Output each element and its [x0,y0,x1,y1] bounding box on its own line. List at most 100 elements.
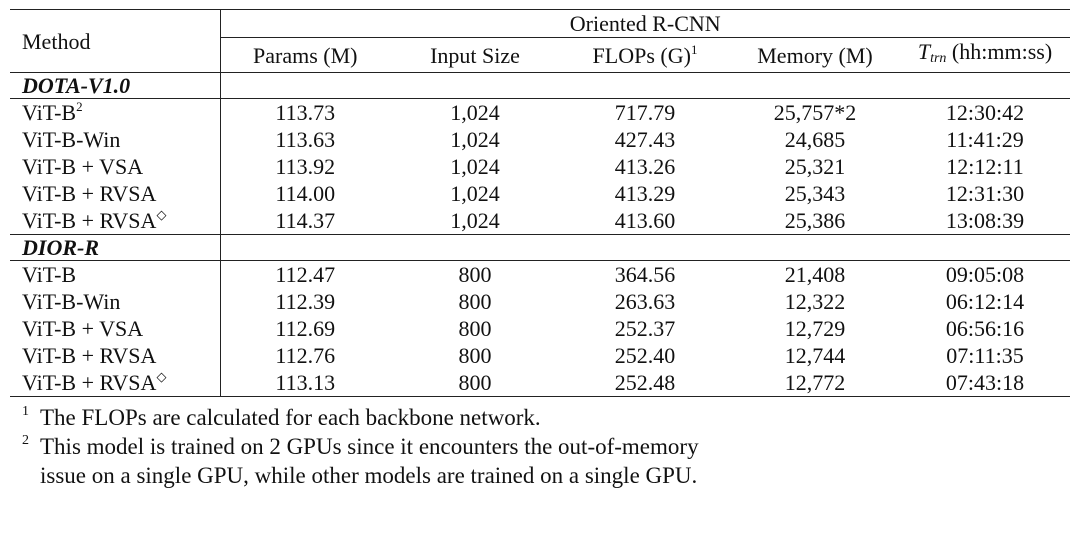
cell-method: ViT-B + VSA [10,315,221,342]
col-train-time-header: Ttrn (hh:mm:ss) [900,37,1070,73]
footnote-2-mark: 2 [22,433,29,448]
cell-input-size: 1,024 [450,127,500,152]
method-superscript: ◇ [156,369,167,384]
cell-flops: 427.43 [614,127,676,152]
cell-memory: 21,408 [730,260,900,288]
cell-flops: 252.40 [614,343,676,368]
method-name: ViT-B + RVSA [22,370,157,395]
table-row: ViT-B-Win 113.63 1,024 427.43 24,685 11:41:29 [10,126,1070,153]
method-name: ViT-B + RVSA [22,343,157,368]
footnote-1-line-1: The FLOPs are calculated for each backbo… [40,405,541,430]
cell-flops: 413.60 [614,208,676,233]
section-row: DIOR-R [10,234,1070,261]
cell-memory: 25,343 [784,181,846,206]
table-row: ViT-B2 113.73 1,024 717.79 25,757*2 12:30:42 [10,98,1070,126]
cell-train-time: 07:11:35 [946,343,1024,368]
flops-footnote-mark: 1 [690,41,698,57]
cell-memory: 12,729 [784,316,846,341]
cell-method: ViT-B + RVSA [10,180,221,207]
cell-memory: 24,685 [784,127,846,152]
section-row: DOTA-V1.0 [10,72,1070,99]
cell-input-size: 800 [390,260,560,288]
cell-params: 112.39 [275,289,336,314]
cell-input-size: 1,024 [390,98,560,126]
cell-train-time: 09:05:08 [900,260,1070,288]
cell-flops: 364.56 [560,260,730,288]
cell-params: 112.47 [220,260,390,288]
cell-flops: 413.29 [614,181,676,206]
cell-method: ViT-B + VSA [10,153,221,180]
cell-params: 113.92 [275,154,336,179]
results-table-figure: Method Oriented R-CNN Params (M) Input S… [10,9,1070,490]
cell-params: 113.13 [220,369,390,397]
cell-memory: 12,744 [784,343,846,368]
method-name: ViT-B [22,262,77,287]
cell-memory: 12,772 [730,369,900,397]
footnote-2-line-1: This model is trained on 2 GPUs since it… [40,434,699,459]
table-row: ViT-B + RVSA 112.76 800 252.40 12,744 07:11:3… [10,342,1070,369]
cell-input-size: 1,024 [450,154,500,179]
cell-train-time: 07:43:18 [900,369,1070,397]
table-row: ViT-B + VSA 113.92 1,024 413.26 25,321 12:12:… [10,153,1070,180]
cell-params: 113.73 [220,98,390,126]
cell-method: ViT-B-Win [10,288,221,315]
cell-input-size: 1,024 [450,208,500,233]
cell-train-time: 12:12:11 [946,154,1024,179]
cell-train-time: 11:41:29 [946,127,1024,152]
method-name: ViT-B + VSA [22,316,144,341]
method-name: ViT-B + RVSA [22,181,157,206]
table-row: ViT-B + RVSA◇ 113.13 800 252.48 12,772 07:43:… [10,369,1070,397]
cell-input-size: 800 [458,316,492,341]
cell-flops: 252.37 [614,316,676,341]
method-name: ViT-B + VSA [22,154,144,179]
section-label: DIOR-R [10,234,221,261]
method-superscript: 2 [76,99,83,114]
method-name: ViT-B [22,100,77,125]
table-row: ViT-B + RVSA 114.00 1,024 413.29 25,343 12:31… [10,180,1070,207]
cell-params: 113.63 [275,127,336,152]
ttrn-symbol: T [917,39,931,64]
group-header: Oriented R-CNN [220,9,1070,38]
col-flops-header: FLOPs (G)1 [560,37,730,73]
cell-input-size: 800 [458,289,492,314]
col-memory-header: Memory (M) [730,37,900,73]
ttrn-subscript: trn [930,51,947,66]
cell-flops: 252.48 [560,369,730,397]
cell-method: ViT-B + RVSA◇ [10,207,221,235]
method-name: ViT-B-Win [22,127,121,152]
table-row: ViT-B-Win 112.39 800 263.63 12,322 06:12:14 [10,288,1070,315]
cell-train-time: 06:12:14 [945,289,1025,314]
footnote-2: 2 This model is trained on 2 GPUs since … [10,432,1070,490]
cell-train-time: 12:30:42 [900,98,1070,126]
cell-input-size: 800 [458,343,492,368]
cell-memory: 25,321 [784,154,846,179]
method-name: ViT-B + RVSA [22,208,157,233]
ttrn-unit: (hh:mm:ss) [951,39,1053,64]
cell-input-size: 800 [390,369,560,397]
cell-params: 112.76 [275,343,336,368]
cell-method: ViT-B-Win [10,126,221,153]
cell-method: ViT-B + RVSA◇ [10,369,221,397]
cell-flops: 717.79 [560,98,730,126]
cell-params: 114.37 [275,208,336,233]
cell-method: ViT-B + RVSA [10,342,221,369]
method-header: Method [10,9,221,73]
table-row: ViT-B 112.47 800 364.56 21,408 09:05:08 [10,260,1070,288]
section-spacer [220,234,1070,261]
col-input-size-header: Input Size [390,37,560,73]
cell-memory: 25,757*2 [730,98,900,126]
cell-input-size: 1,024 [450,181,500,206]
table-row: ViT-B + RVSA◇ 114.37 1,024 413.60 25,386 13:0… [10,207,1070,235]
results-table: Method Oriented R-CNN Params (M) Input S… [10,9,1070,397]
footnote-2-line-2: issue on a single GPU, while other model… [40,463,698,488]
table-row: ViT-B + VSA 112.69 800 252.37 12,729 06:56:16 [10,315,1070,342]
results-table-body: DOTA-V1.0 ViT-B2 113.73 1,024 717.79 25,757*2… [10,72,1070,397]
method-superscript: ◇ [156,207,167,222]
cell-method: ViT-B [10,260,221,288]
cell-train-time: 13:08:39 [945,208,1025,233]
section-spacer [220,72,1070,99]
cell-memory: 12,322 [784,289,846,314]
cell-method: ViT-B2 [10,98,221,126]
footnotes: 1 The FLOPs are calculated for each back… [10,403,1070,490]
method-name: ViT-B-Win [22,289,121,314]
